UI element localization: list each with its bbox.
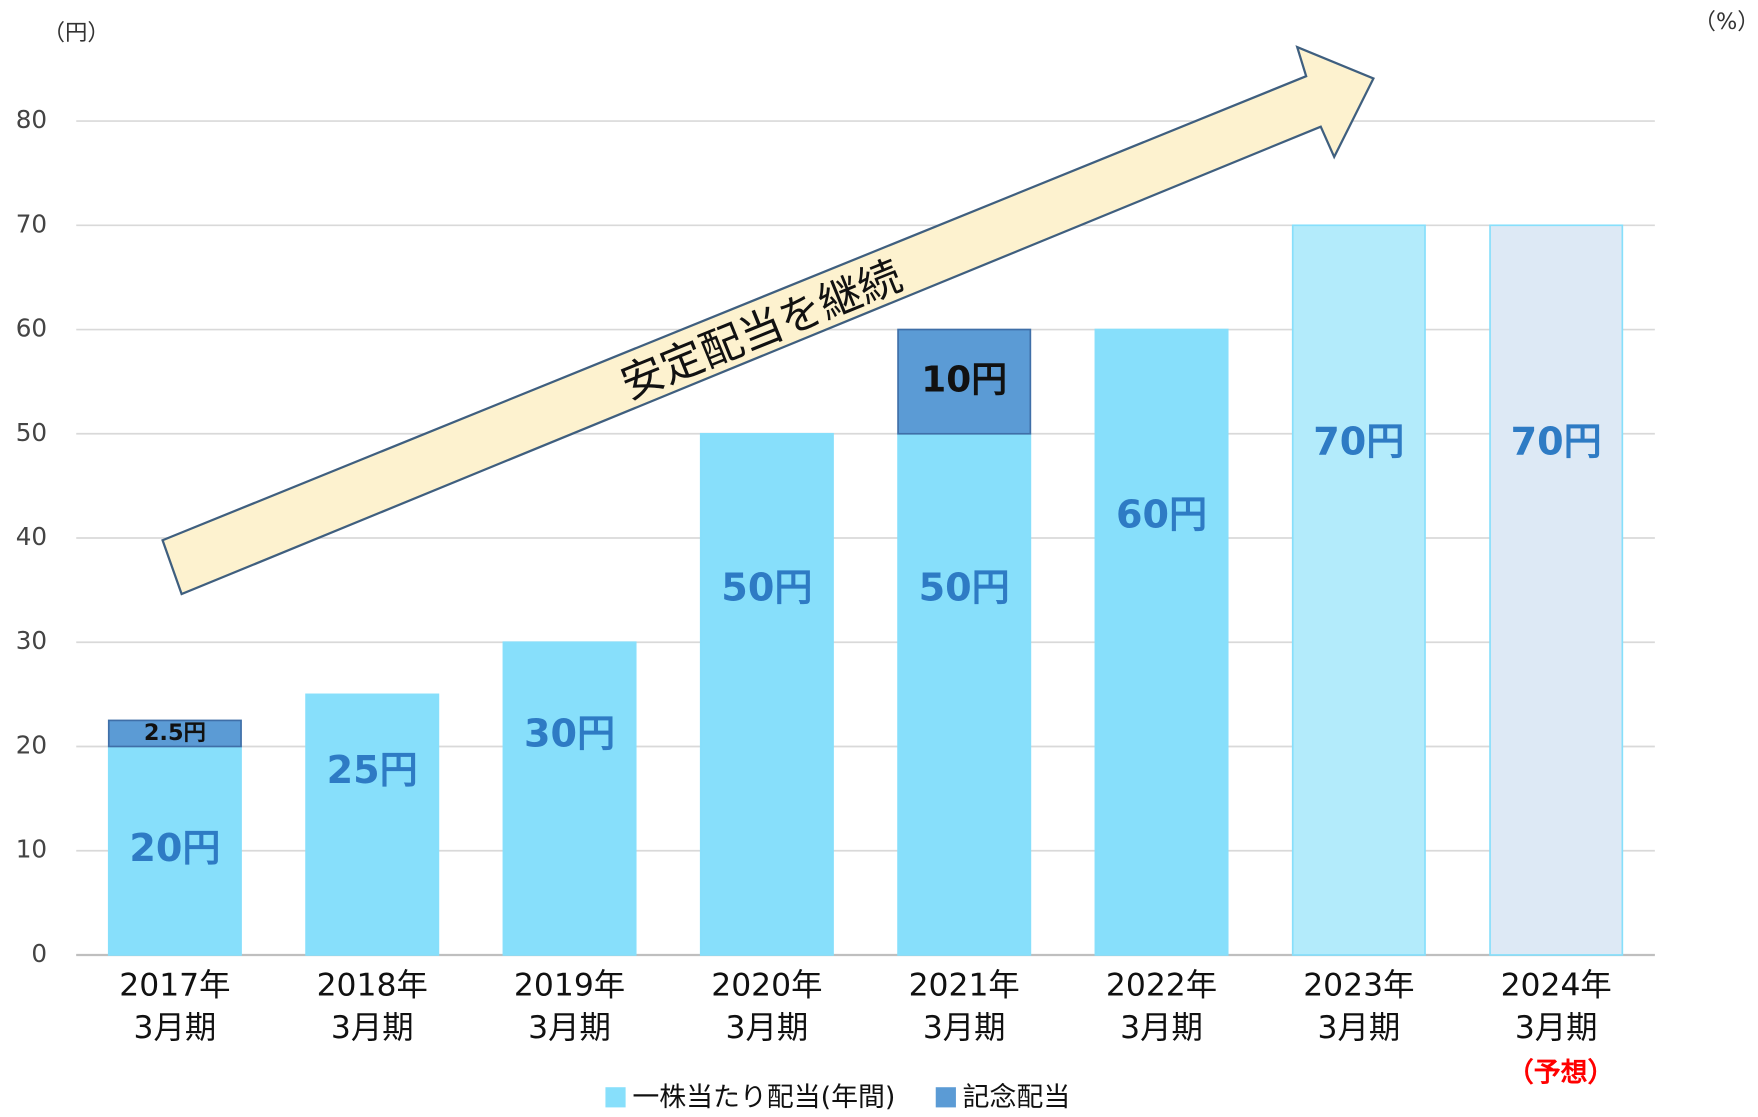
y-tick-label: 50 (16, 418, 47, 447)
y-unit: （円） (43, 20, 110, 46)
x-tick-label: 2019年 3月期 (514, 967, 625, 1046)
y-tick-label: 30 (16, 626, 47, 655)
x-tick-label: 2024年 3月期 (1501, 967, 1612, 1046)
x-tick-label: 2017年 3月期 (119, 967, 230, 1046)
value-label: 20円 (129, 826, 220, 870)
bar (107, 719, 242, 748)
value-label: 70円 (1511, 420, 1602, 464)
legend-swatch (605, 1087, 626, 1108)
bar (1291, 224, 1426, 956)
y2-unit: （%） (1694, 9, 1758, 35)
y-tick-label: 40 (16, 522, 47, 551)
x-tick-label: 2020年 3月期 (711, 967, 822, 1046)
trend-arrow (161, 45, 1375, 596)
value-label: 70円 (1313, 420, 1404, 464)
value-label: 50円 (919, 566, 1010, 610)
value-label: 60円 (1116, 493, 1207, 537)
y-tick-label: 20 (16, 730, 47, 759)
bar (897, 328, 1032, 435)
y-tick-label: 0 (31, 939, 47, 968)
x-tick-label: 2022年 3月期 (1106, 967, 1217, 1046)
forecast-note: （予想） (1507, 1057, 1615, 1088)
y-tick-label: 10 (16, 835, 47, 864)
x-tick-label: 2018年 3月期 (317, 967, 428, 1046)
x-tick-label: 2023年 3月期 (1303, 967, 1414, 1046)
value-label: 10円 (921, 360, 1007, 401)
legend-label: 記念配当 (963, 1082, 1071, 1113)
value-label: 2.5円 (144, 720, 206, 746)
bar (897, 432, 1032, 956)
y-tick-label: 80 (16, 105, 47, 134)
bar (1489, 224, 1624, 956)
bar (305, 693, 440, 956)
y-tick-label: 70 (16, 209, 47, 238)
legend-label: 一株当たり配当(年間) (632, 1082, 895, 1113)
y-tick-label: 60 (16, 314, 47, 343)
bar (699, 432, 834, 956)
bar (502, 641, 637, 956)
legend-swatch (935, 1087, 956, 1108)
x-tick-label: 2021年 3月期 (909, 967, 1020, 1046)
value-label: 25円 (327, 748, 418, 792)
value-label: 30円 (524, 712, 615, 756)
value-label: 50円 (721, 566, 812, 610)
arrow-text: 安定配当を継続 (614, 251, 909, 409)
bar (1094, 328, 1229, 956)
